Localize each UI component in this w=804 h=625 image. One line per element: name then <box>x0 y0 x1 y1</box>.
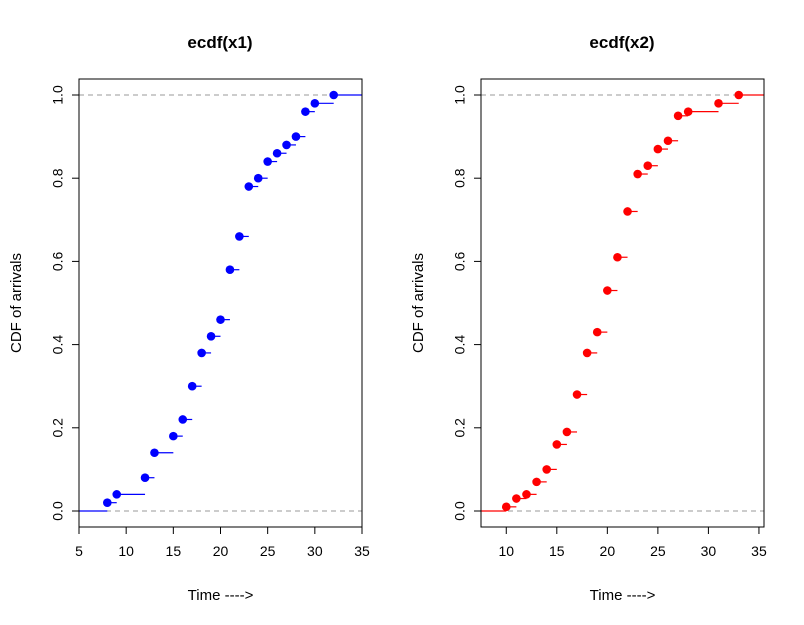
data-point <box>197 348 206 358</box>
y-tick-label: 0.4 <box>50 335 66 355</box>
data-point <box>532 477 541 487</box>
data-point <box>244 182 254 191</box>
x-tick-label: 25 <box>260 543 276 559</box>
data-point <box>522 490 531 499</box>
x-tick-label: 35 <box>354 543 370 559</box>
data-point <box>272 148 282 158</box>
data-point <box>291 132 301 141</box>
plot-frame <box>480 78 765 528</box>
data-point <box>178 415 188 424</box>
y-tick-label: 1.0 <box>50 85 66 105</box>
y-tick-label: 0.6 <box>50 251 66 271</box>
chart-title: ecdf(x2) <box>589 33 654 52</box>
data-point <box>150 448 159 458</box>
data-point <box>512 494 521 503</box>
x-tick-label: 10 <box>118 543 134 559</box>
x-tick-label: 10 <box>498 543 514 559</box>
data-point <box>552 440 562 449</box>
data-point <box>112 490 122 499</box>
data-point <box>169 431 178 441</box>
y-tick-label: 0.8 <box>50 168 66 188</box>
data-point <box>603 286 612 295</box>
x-tick-label: 35 <box>751 543 767 559</box>
y-tick-label: 0.0 <box>50 501 66 521</box>
data-point <box>235 232 244 241</box>
data-point <box>592 327 602 337</box>
x-tick-label: 20 <box>213 543 229 559</box>
y-tick-label: 0.2 <box>50 418 66 438</box>
data-point <box>301 107 310 116</box>
data-point <box>187 381 197 391</box>
x-tick-label: 25 <box>650 543 666 559</box>
data-point <box>216 315 225 324</box>
y-tick-label: 0.6 <box>452 251 468 271</box>
y-axis-label: CDF of arrivals <box>410 253 427 353</box>
data-point <box>623 207 632 216</box>
data-point <box>329 90 339 100</box>
y-tick-label: 0.4 <box>452 335 468 355</box>
data-point <box>714 99 723 108</box>
y-tick-label: 0.0 <box>452 501 468 521</box>
data-point <box>282 140 291 150</box>
plot-frame <box>78 78 363 528</box>
data-point <box>663 136 673 146</box>
data-point <box>253 173 263 183</box>
data-point <box>582 348 592 358</box>
data-point <box>206 331 216 341</box>
data-point <box>140 473 150 483</box>
data-point <box>501 502 511 512</box>
data-point <box>643 161 653 171</box>
x-tick-label: 15 <box>549 543 565 559</box>
x-tick-label: 20 <box>600 543 616 559</box>
y-axis-label: CDF of arrivals <box>8 253 25 353</box>
data-point <box>683 107 693 116</box>
data-point <box>103 498 112 507</box>
data-point <box>734 90 744 100</box>
x-tick-label: 30 <box>701 543 717 559</box>
data-point <box>263 157 272 166</box>
y-tick-label: 0.8 <box>452 168 468 188</box>
data-point <box>310 99 320 108</box>
data-point <box>572 390 582 399</box>
data-point <box>673 111 683 121</box>
chart-title: ecdf(x1) <box>187 33 252 52</box>
x-tick-label: 5 <box>75 543 83 559</box>
data-point <box>542 465 551 474</box>
data-point <box>613 252 622 262</box>
y-tick-label: 1.0 <box>452 85 468 105</box>
x-axis-label: Time ----> <box>188 587 254 604</box>
x-axis-label: Time ----> <box>590 587 656 604</box>
data-point <box>562 427 572 437</box>
chart-panel-1: ecdf(x1) 5 10 15 20 25 30 35 0.0 0.2 0.4 0.6 0.8 1.0 T… <box>8 33 370 604</box>
x-tick-label: 15 <box>166 543 182 559</box>
chart-panel-2: ecdf(x2) 10 15 20 25 30 35 0.0 0.2 0.4 0.6 0.8 1.0 Ti… <box>410 33 767 604</box>
data-point <box>225 265 235 275</box>
data-point <box>653 144 663 154</box>
y-tick-label: 0.2 <box>452 418 468 438</box>
x-tick-label: 30 <box>307 543 323 559</box>
data-point <box>633 169 642 179</box>
